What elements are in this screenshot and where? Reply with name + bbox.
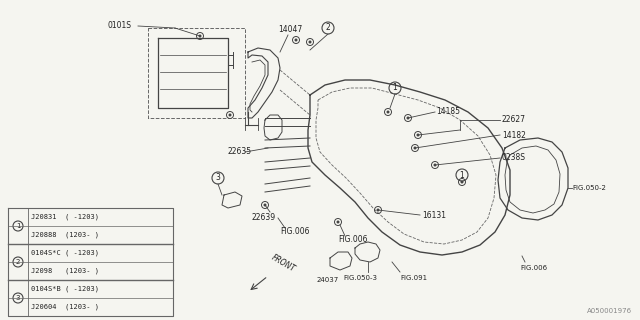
Text: 3: 3 bbox=[216, 173, 220, 182]
Circle shape bbox=[461, 180, 463, 183]
Text: 0238S: 0238S bbox=[502, 154, 526, 163]
Text: 3: 3 bbox=[16, 295, 20, 301]
Circle shape bbox=[433, 164, 436, 166]
Text: J20888  (1203- ): J20888 (1203- ) bbox=[31, 232, 99, 238]
Text: 14182: 14182 bbox=[502, 131, 526, 140]
Text: FIG.006: FIG.006 bbox=[338, 236, 367, 244]
Circle shape bbox=[228, 114, 232, 116]
Text: J20604  (1203- ): J20604 (1203- ) bbox=[31, 304, 99, 310]
Text: 14185: 14185 bbox=[436, 108, 460, 116]
Circle shape bbox=[413, 147, 417, 149]
Circle shape bbox=[406, 116, 410, 119]
Text: 2: 2 bbox=[16, 259, 20, 265]
Text: 14047: 14047 bbox=[278, 26, 302, 35]
Text: 16131: 16131 bbox=[422, 211, 446, 220]
Circle shape bbox=[376, 209, 380, 212]
Text: FIG.091: FIG.091 bbox=[400, 275, 427, 281]
Circle shape bbox=[308, 41, 312, 44]
Text: J2098   (1203- ): J2098 (1203- ) bbox=[31, 268, 99, 274]
Circle shape bbox=[264, 204, 266, 206]
Text: 2: 2 bbox=[326, 23, 330, 33]
Text: 0104S*B ( -1203): 0104S*B ( -1203) bbox=[31, 286, 99, 292]
Text: 1: 1 bbox=[460, 171, 465, 180]
Text: 0104S*C ( -1203): 0104S*C ( -1203) bbox=[31, 250, 99, 256]
Text: 1: 1 bbox=[16, 223, 20, 229]
Text: J20831  ( -1203): J20831 ( -1203) bbox=[31, 214, 99, 220]
Text: 22627: 22627 bbox=[502, 116, 526, 124]
Text: 24037: 24037 bbox=[317, 277, 339, 283]
Circle shape bbox=[337, 220, 339, 223]
Text: A050001976: A050001976 bbox=[587, 308, 632, 314]
Text: FIG.050-3: FIG.050-3 bbox=[343, 275, 377, 281]
Circle shape bbox=[417, 133, 419, 137]
Text: FIG.050-2: FIG.050-2 bbox=[572, 185, 606, 191]
Text: 22635: 22635 bbox=[228, 148, 252, 156]
Text: 1: 1 bbox=[392, 84, 397, 92]
Text: FRONT: FRONT bbox=[270, 253, 297, 274]
Circle shape bbox=[294, 38, 298, 42]
Circle shape bbox=[198, 35, 202, 37]
Circle shape bbox=[387, 110, 390, 114]
Text: 22639: 22639 bbox=[252, 213, 276, 222]
Text: FIG.006: FIG.006 bbox=[520, 265, 547, 271]
Text: 0101S: 0101S bbox=[108, 21, 132, 30]
Text: FIG.006: FIG.006 bbox=[280, 228, 310, 236]
